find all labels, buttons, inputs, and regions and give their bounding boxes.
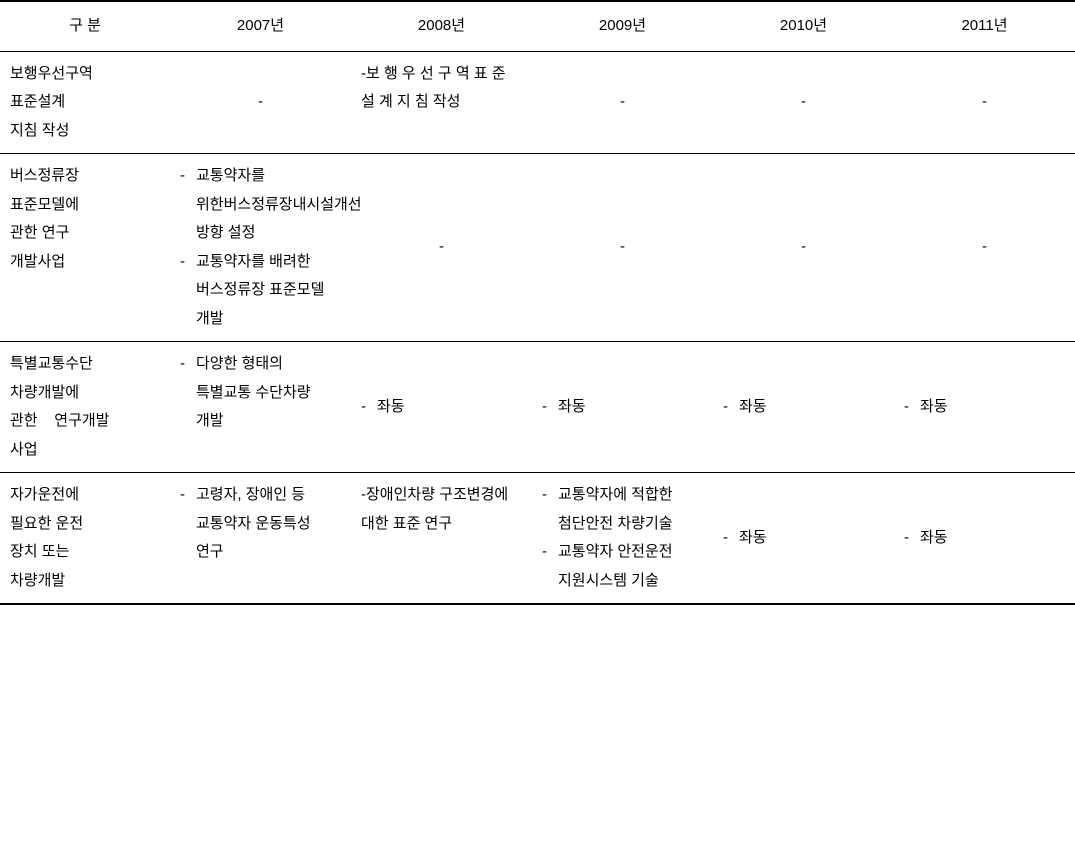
col-2011: 2011년 xyxy=(894,1,1075,51)
table-row: 버스정류장표준모델에관한 연구개발사업 교통약자를 위한버스정류장내시설개선 방… xyxy=(0,154,1075,342)
bullet-list: 좌동 xyxy=(904,393,1065,422)
list-item: 좌동 xyxy=(361,393,522,422)
cell-2010: - xyxy=(713,51,894,154)
col-2008: 2008년 xyxy=(351,1,532,51)
list-item: 교통약자를 위한버스정류장내시설개선 방향 설정 xyxy=(180,162,341,248)
cell-2011: 좌동 xyxy=(894,342,1075,473)
header-row: 구 분 2007년 2008년 2009년 2010년 2011년 xyxy=(0,1,1075,51)
col-2007: 2007년 xyxy=(170,1,351,51)
cell-text: 특별교통수단차량개발에관한 연구개발사업 xyxy=(10,355,109,458)
bullet-list: 좌동 xyxy=(723,524,884,553)
cell-2008: -보 행 우 선 구 역 표 준 설 계 지 침 작성 xyxy=(351,51,532,154)
cell-text: -장애인차량 구조변경에 대한 표준 연구 xyxy=(361,486,508,532)
item-text: 교통약자를 배려한 버스정류장 표준모델 개발 xyxy=(196,253,324,327)
cell-2008: - xyxy=(351,154,532,342)
bullet-list: 좌동 xyxy=(904,524,1065,553)
item-text: 좌동 xyxy=(739,529,767,546)
item-text: 좌동 xyxy=(739,398,767,415)
col-2010: 2010년 xyxy=(713,1,894,51)
bullet-list: 교통약자에 적합한 첨단안전 차량기술 교통약자 안전운전 지원시스템 기술 xyxy=(542,481,703,595)
table-body: 보행우선구역표준설계지침 작성 - -보 행 우 선 구 역 표 준 설 계 지… xyxy=(0,51,1075,604)
item-text: 좌동 xyxy=(558,398,586,415)
cell-2010: 좌동 xyxy=(713,342,894,473)
cell-text: 보행우선구역표준설계지침 작성 xyxy=(10,65,93,139)
table-row: 보행우선구역표준설계지침 작성 - -보 행 우 선 구 역 표 준 설 계 지… xyxy=(0,51,1075,154)
list-item: 좌동 xyxy=(542,393,703,422)
bullet-list: 교통약자를 위한버스정류장내시설개선 방향 설정 교통약자를 배려한 버스정류장… xyxy=(180,162,341,333)
cell-text: -보 행 우 선 구 역 표 준 설 계 지 침 작성 xyxy=(361,65,506,111)
cell-2009: - xyxy=(532,51,713,154)
col-category: 구 분 xyxy=(0,1,170,51)
table-row: 특별교통수단차량개발에관한 연구개발사업 다양한 형태의 특별교통 수단차량 개… xyxy=(0,342,1075,473)
cell-2007: 다양한 형태의 특별교통 수단차량 개발 xyxy=(170,342,351,473)
table-header: 구 분 2007년 2008년 2009년 2010년 2011년 xyxy=(0,1,1075,51)
item-text: 좌동 xyxy=(920,529,948,546)
row-category: 버스정류장표준모델에관한 연구개발사업 xyxy=(0,154,170,342)
list-item: 좌동 xyxy=(904,524,1065,553)
row-category: 보행우선구역표준설계지침 작성 xyxy=(0,51,170,154)
cell-2008: -장애인차량 구조변경에 대한 표준 연구 xyxy=(351,473,532,605)
cell-2007: 고령자, 장애인 등 교통약자 운동특성 연구 xyxy=(170,473,351,605)
list-item: 다양한 형태의 특별교통 수단차량 개발 xyxy=(180,350,341,436)
list-item: 교통약자 안전운전 지원시스템 기술 xyxy=(542,538,703,595)
list-item: 좌동 xyxy=(904,393,1065,422)
cell-2010: - xyxy=(713,154,894,342)
cell-text: 자가운전에필요한 운전장치 또는차량개발 xyxy=(10,486,83,589)
bullet-list: 좌동 xyxy=(542,393,703,422)
table-row: 자가운전에필요한 운전장치 또는차량개발 고령자, 장애인 등 교통약자 운동특… xyxy=(0,473,1075,605)
item-text: 교통약자를 위한버스정류장내시설개선 방향 설정 xyxy=(196,167,362,241)
cell-2009: 좌동 xyxy=(532,342,713,473)
cell-2007: 교통약자를 위한버스정류장내시설개선 방향 설정 교통약자를 배려한 버스정류장… xyxy=(170,154,351,342)
col-2009: 2009년 xyxy=(532,1,713,51)
item-text: 장애인차량 구조변경에 대한 표준 연구 xyxy=(361,486,508,532)
list-item: 교통약자에 적합한 첨단안전 차량기술 xyxy=(542,481,703,538)
row-category: 특별교통수단차량개발에관한 연구개발사업 xyxy=(0,342,170,473)
list-item: 좌동 xyxy=(723,393,884,422)
cell-2009: 교통약자에 적합한 첨단안전 차량기술 교통약자 안전운전 지원시스템 기술 xyxy=(532,473,713,605)
bullet-list: 좌동 xyxy=(361,393,522,422)
cell-2011: 좌동 xyxy=(894,473,1075,605)
bullet-list: 다양한 형태의 특별교통 수단차량 개발 xyxy=(180,350,341,436)
cell-2011: - xyxy=(894,51,1075,154)
policy-table: 구 분 2007년 2008년 2009년 2010년 2011년 보행우선구역… xyxy=(0,0,1075,605)
bullet-list: 좌동 xyxy=(723,393,884,422)
item-text: 교통약자 안전운전 지원시스템 기술 xyxy=(558,543,673,589)
cell-2007: - xyxy=(170,51,351,154)
list-item: 고령자, 장애인 등 교통약자 운동특성 연구 xyxy=(180,481,341,567)
bullet-list: 고령자, 장애인 등 교통약자 운동특성 연구 xyxy=(180,481,341,567)
list-item: 교통약자를 배려한 버스정류장 표준모델 개발 xyxy=(180,248,341,334)
item-text: 좌동 xyxy=(377,398,405,415)
cell-text: 버스정류장표준모델에관한 연구개발사업 xyxy=(10,167,79,270)
cell-2009: - xyxy=(532,154,713,342)
item-text: 좌동 xyxy=(920,398,948,415)
item-text: 교통약자에 적합한 첨단안전 차량기술 xyxy=(558,486,673,532)
item-text: 고령자, 장애인 등 교통약자 운동특성 연구 xyxy=(196,486,311,560)
cell-2008: 좌동 xyxy=(351,342,532,473)
cell-2011: - xyxy=(894,154,1075,342)
list-item: 좌동 xyxy=(723,524,884,553)
row-category: 자가운전에필요한 운전장치 또는차량개발 xyxy=(0,473,170,605)
item-text: 다양한 형태의 특별교통 수단차량 개발 xyxy=(196,355,311,429)
cell-2010: 좌동 xyxy=(713,473,894,605)
